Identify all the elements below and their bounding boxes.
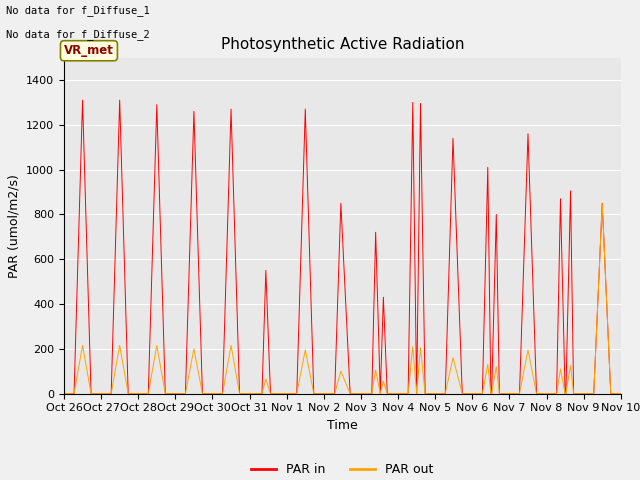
Title: Photosynthetic Active Radiation: Photosynthetic Active Radiation <box>221 37 464 52</box>
X-axis label: Time: Time <box>327 419 358 432</box>
Legend: PAR in, PAR out: PAR in, PAR out <box>246 458 439 480</box>
Text: No data for f_Diffuse_1: No data for f_Diffuse_1 <box>6 5 150 16</box>
Text: VR_met: VR_met <box>64 44 114 57</box>
Text: No data for f_Diffuse_2: No data for f_Diffuse_2 <box>6 29 150 40</box>
Y-axis label: PAR (umol/m2/s): PAR (umol/m2/s) <box>8 174 20 277</box>
